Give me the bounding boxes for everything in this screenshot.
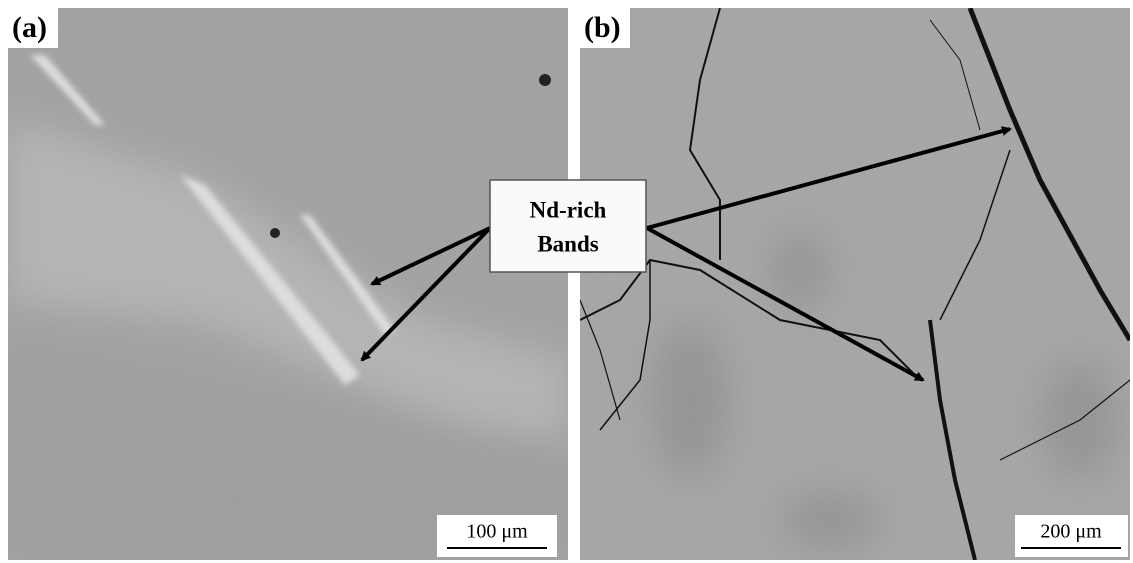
scale-bar-label: 100 μm — [466, 521, 528, 543]
panel-label: (b) — [584, 11, 621, 44]
figure: (a) (b) 100 μm 200 μm Nd-rich Bands — [0, 0, 1133, 563]
callout-text: Bands — [537, 231, 598, 256]
micrograph-b — [580, 8, 1130, 560]
callout-box — [490, 180, 646, 272]
callout-text: Nd-rich — [530, 197, 607, 222]
scale-bar-label: 200 μm — [1040, 521, 1102, 543]
panel-label: (a) — [12, 11, 47, 44]
micrograph-a — [8, 8, 568, 560]
